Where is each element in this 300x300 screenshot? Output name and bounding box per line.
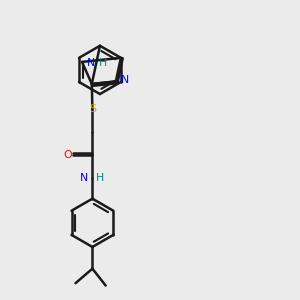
Text: S: S bbox=[89, 104, 96, 114]
Text: N: N bbox=[86, 58, 95, 68]
Text: H: H bbox=[98, 58, 107, 68]
Text: O: O bbox=[63, 150, 72, 160]
Text: H: H bbox=[96, 173, 104, 183]
Text: N: N bbox=[80, 173, 88, 183]
Text: N: N bbox=[121, 75, 129, 85]
